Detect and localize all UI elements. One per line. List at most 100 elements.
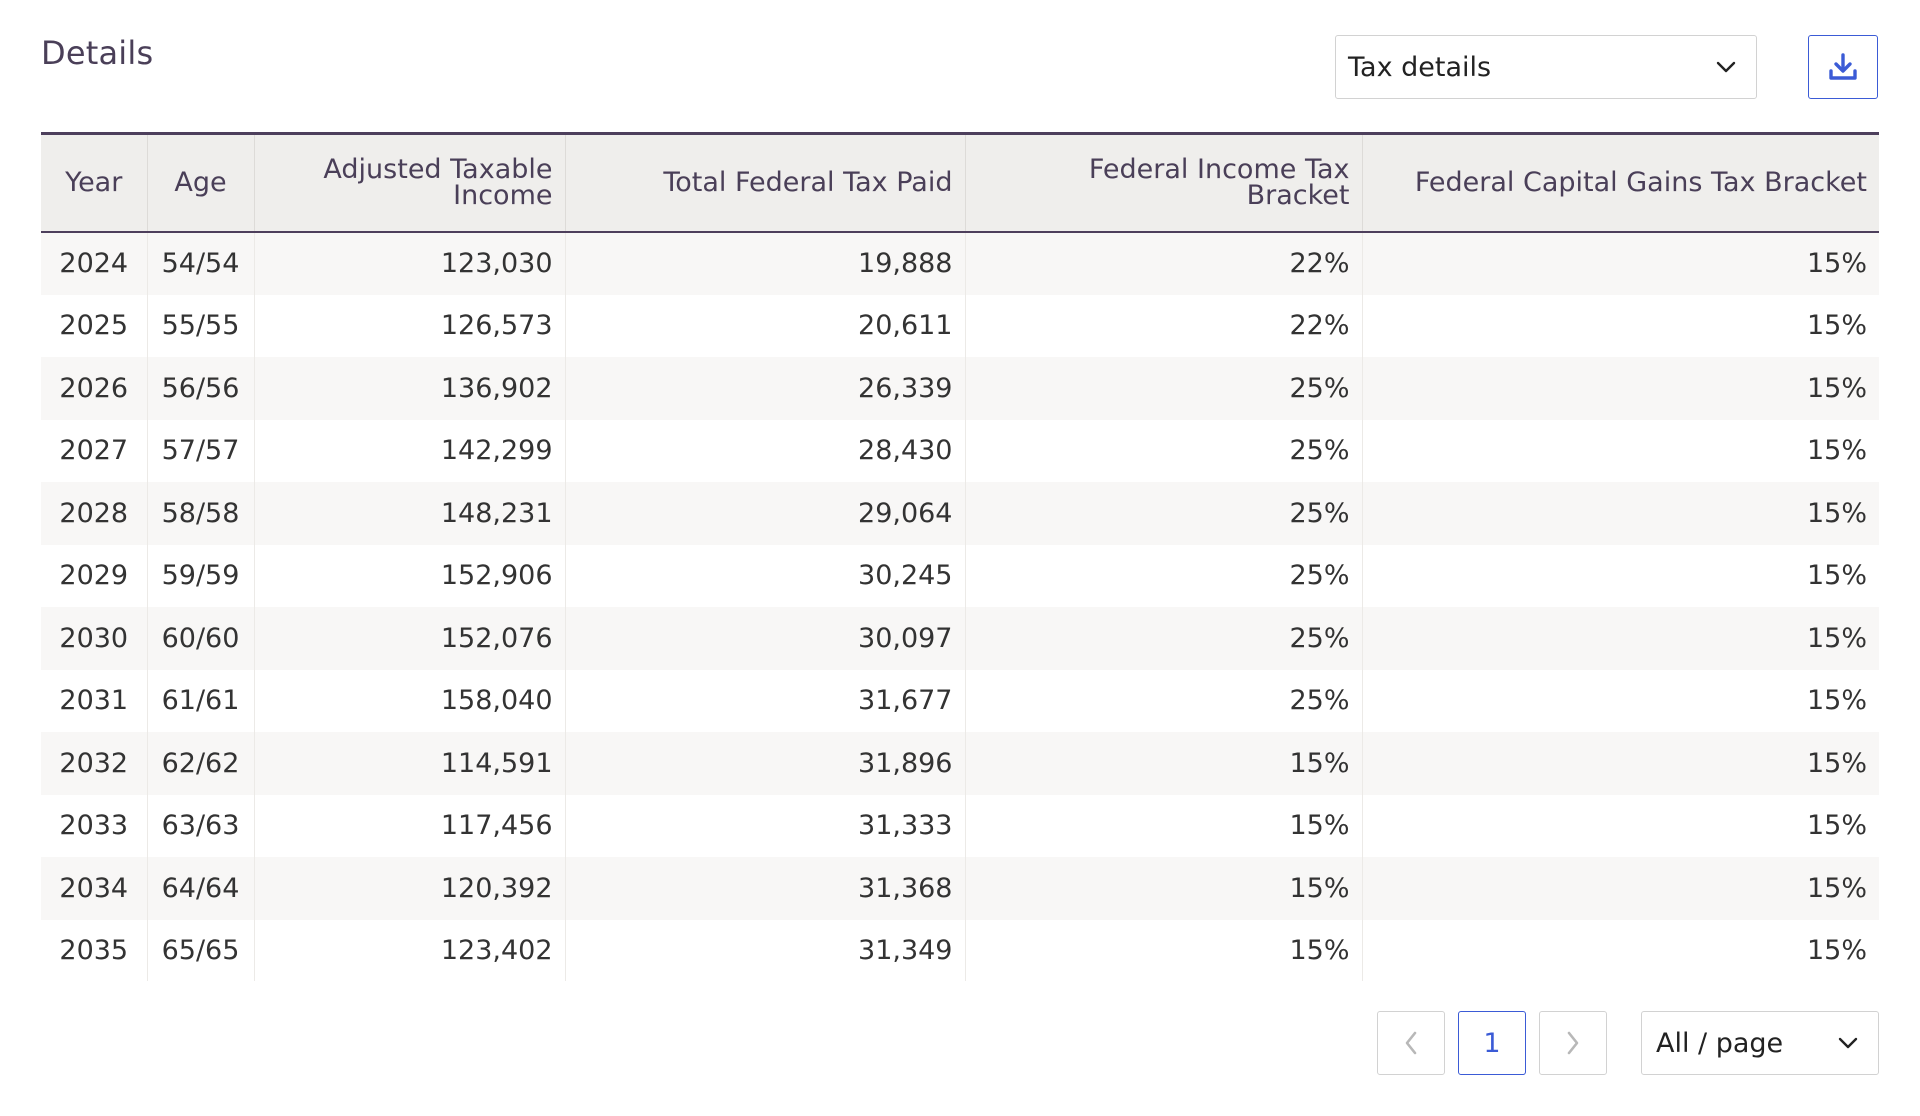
cell-federal-capital-gains-tax-bracket: 15% [1362, 232, 1879, 295]
previous-page-button[interactable] [1377, 1011, 1445, 1075]
cell-age: 62/62 [147, 732, 255, 795]
table-row: 2027 57/57 142,299 28,430 25% 15% [41, 419, 1879, 482]
chevron-down-icon [1838, 1037, 1858, 1049]
cell-total-federal-tax-paid: 30,245 [565, 544, 966, 607]
cell-age: 56/56 [147, 357, 255, 420]
cell-total-federal-tax-paid: 20,611 [565, 294, 966, 357]
cell-total-federal-tax-paid: 30,097 [565, 607, 966, 670]
cell-federal-income-tax-bracket: 15% [965, 794, 1363, 857]
column-header-federal-capital-gains-tax-bracket[interactable]: Federal Capital Gains Tax Bracket [1362, 135, 1879, 233]
cell-total-federal-tax-paid: 31,333 [565, 794, 966, 857]
cell-federal-income-tax-bracket: 25% [965, 482, 1363, 545]
view-select-value: Tax details [1348, 51, 1492, 83]
cell-total-federal-tax-paid: 28,430 [565, 419, 966, 482]
tax-details-table: Year Age Adjusted Taxable Income Total F… [41, 132, 1879, 981]
cell-total-federal-tax-paid: 29,064 [565, 482, 966, 545]
cell-year: 2029 [41, 544, 148, 607]
table-row: 2032 62/62 114,591 31,896 15% 15% [41, 732, 1879, 795]
cell-adjusted-taxable-income: 152,076 [254, 607, 566, 670]
cell-year: 2026 [41, 357, 148, 420]
cell-age: 65/65 [147, 919, 255, 981]
section-title: Details [41, 34, 154, 72]
page-number-button[interactable]: 1 [1458, 1011, 1526, 1075]
table-row: 2030 60/60 152,076 30,097 25% 15% [41, 607, 1879, 670]
chevron-down-icon [1716, 61, 1736, 73]
cell-age: 64/64 [147, 857, 255, 920]
cell-federal-income-tax-bracket: 25% [965, 357, 1363, 420]
chevron-right-icon [1567, 1031, 1579, 1055]
cell-adjusted-taxable-income: 142,299 [254, 419, 566, 482]
cell-year: 2032 [41, 732, 148, 795]
cell-age: 57/57 [147, 419, 255, 482]
cell-year: 2025 [41, 294, 148, 357]
cell-federal-capital-gains-tax-bracket: 15% [1362, 607, 1879, 670]
column-header-federal-income-tax-bracket[interactable]: Federal Income Tax Bracket [965, 135, 1363, 233]
table-row: 2031 61/61 158,040 31,677 25% 15% [41, 669, 1879, 732]
cell-federal-capital-gains-tax-bracket: 15% [1362, 482, 1879, 545]
cell-adjusted-taxable-income: 114,591 [254, 732, 566, 795]
cell-federal-capital-gains-tax-bracket: 15% [1362, 294, 1879, 357]
cell-total-federal-tax-paid: 31,896 [565, 732, 966, 795]
cell-adjusted-taxable-income: 123,030 [254, 232, 566, 295]
table-row: 2033 63/63 117,456 31,333 15% 15% [41, 794, 1879, 857]
cell-adjusted-taxable-income: 126,573 [254, 294, 566, 357]
cell-year: 2031 [41, 669, 148, 732]
cell-federal-capital-gains-tax-bracket: 15% [1362, 794, 1879, 857]
cell-year: 2027 [41, 419, 148, 482]
column-header-age[interactable]: Age [147, 135, 255, 233]
cell-adjusted-taxable-income: 120,392 [254, 857, 566, 920]
table-row: 2026 56/56 136,902 26,339 25% 15% [41, 357, 1879, 420]
cell-federal-capital-gains-tax-bracket: 15% [1362, 857, 1879, 920]
cell-federal-capital-gains-tax-bracket: 15% [1362, 419, 1879, 482]
cell-federal-income-tax-bracket: 15% [965, 732, 1363, 795]
page-size-value: All / page [1656, 1027, 1784, 1059]
table-header-row: Year Age Adjusted Taxable Income Total F… [41, 135, 1879, 233]
table-row: 2024 54/54 123,030 19,888 22% 15% [41, 232, 1879, 295]
cell-federal-capital-gains-tax-bracket: 15% [1362, 544, 1879, 607]
cell-federal-income-tax-bracket: 25% [965, 419, 1363, 482]
cell-total-federal-tax-paid: 31,368 [565, 857, 966, 920]
column-header-year[interactable]: Year [41, 135, 148, 233]
column-header-total-federal-tax-paid[interactable]: Total Federal Tax Paid [565, 135, 966, 233]
cell-adjusted-taxable-income: 123,402 [254, 919, 566, 981]
cell-federal-income-tax-bracket: 25% [965, 607, 1363, 670]
view-select[interactable]: Tax details [1335, 35, 1757, 99]
cell-federal-income-tax-bracket: 22% [965, 232, 1363, 295]
table-row: 2029 59/59 152,906 30,245 25% 15% [41, 544, 1879, 607]
cell-federal-income-tax-bracket: 22% [965, 294, 1363, 357]
cell-year: 2024 [41, 232, 148, 295]
table-row: 2034 64/64 120,392 31,368 15% 15% [41, 857, 1879, 920]
cell-federal-income-tax-bracket: 25% [965, 669, 1363, 732]
table-row: 2028 58/58 148,231 29,064 25% 15% [41, 482, 1879, 545]
cell-year: 2035 [41, 919, 148, 981]
cell-adjusted-taxable-income: 117,456 [254, 794, 566, 857]
chevron-left-icon [1405, 1031, 1417, 1055]
cell-year: 2030 [41, 607, 148, 670]
cell-age: 58/58 [147, 482, 255, 545]
download-button[interactable] [1808, 35, 1878, 99]
cell-adjusted-taxable-income: 152,906 [254, 544, 566, 607]
cell-total-federal-tax-paid: 31,349 [565, 919, 966, 981]
cell-adjusted-taxable-income: 158,040 [254, 669, 566, 732]
cell-year: 2028 [41, 482, 148, 545]
table-row: 2035 65/65 123,402 31,349 15% 15% [41, 919, 1879, 981]
cell-federal-capital-gains-tax-bracket: 15% [1362, 919, 1879, 981]
cell-year: 2034 [41, 857, 148, 920]
cell-age: 55/55 [147, 294, 255, 357]
cell-age: 63/63 [147, 794, 255, 857]
cell-adjusted-taxable-income: 136,902 [254, 357, 566, 420]
cell-federal-income-tax-bracket: 15% [965, 919, 1363, 981]
table-row: 2025 55/55 126,573 20,611 22% 15% [41, 294, 1879, 357]
cell-federal-capital-gains-tax-bracket: 15% [1362, 732, 1879, 795]
cell-federal-capital-gains-tax-bracket: 15% [1362, 669, 1879, 732]
next-page-button[interactable] [1539, 1011, 1607, 1075]
cell-total-federal-tax-paid: 31,677 [565, 669, 966, 732]
cell-age: 60/60 [147, 607, 255, 670]
column-header-adjusted-taxable-income[interactable]: Adjusted Taxable Income [254, 135, 566, 233]
cell-total-federal-tax-paid: 19,888 [565, 232, 966, 295]
cell-federal-income-tax-bracket: 25% [965, 544, 1363, 607]
page-size-select[interactable]: All / page [1641, 1011, 1879, 1075]
cell-age: 59/59 [147, 544, 255, 607]
cell-total-federal-tax-paid: 26,339 [565, 357, 966, 420]
